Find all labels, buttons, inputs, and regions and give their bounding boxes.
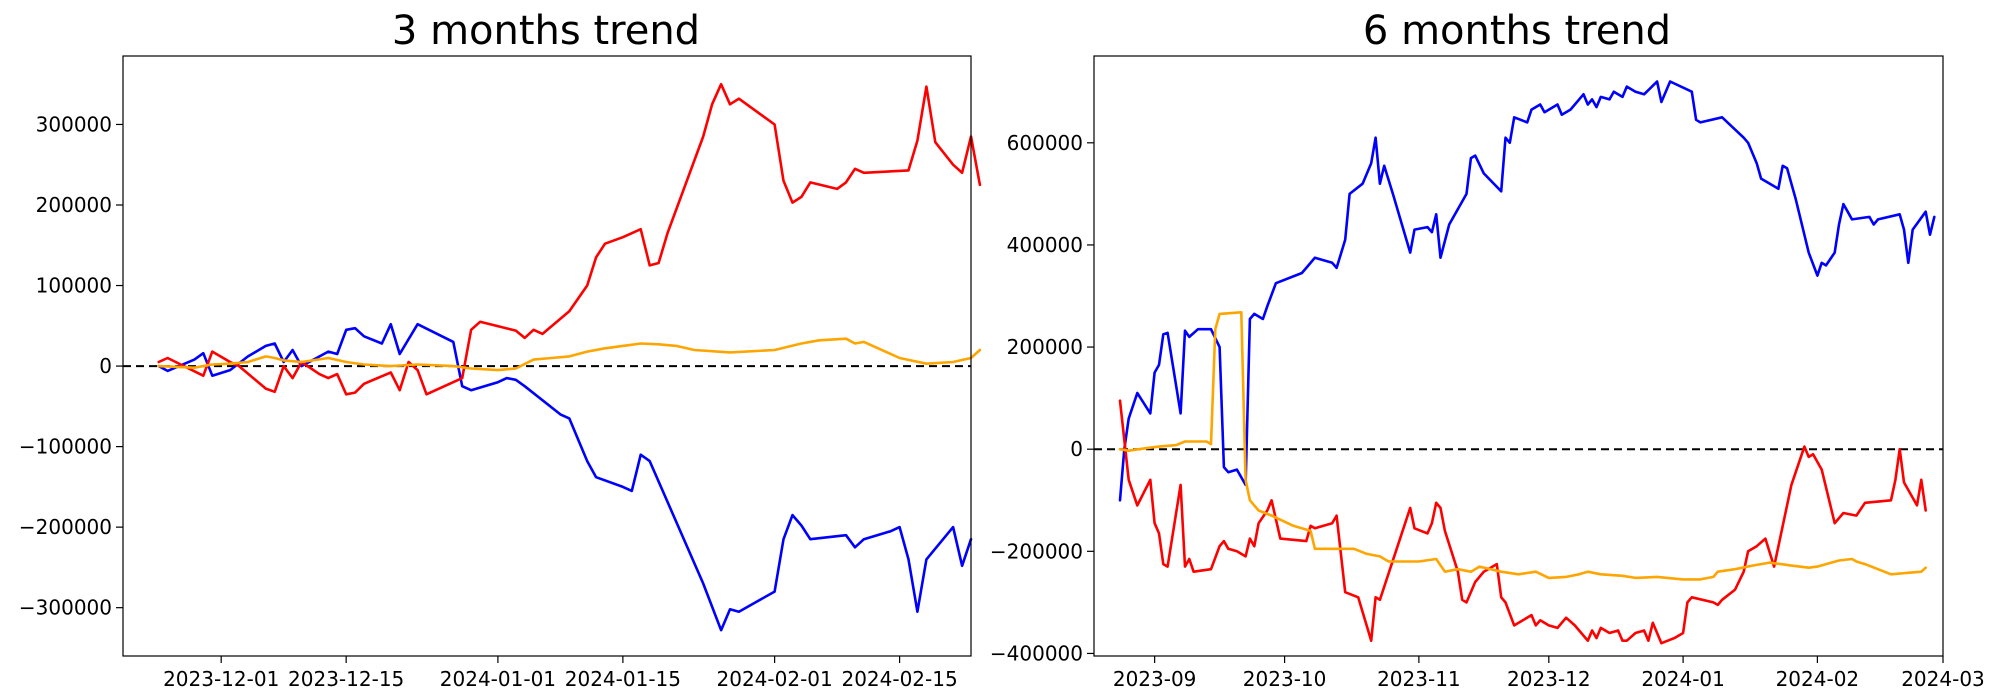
series-line-3 xyxy=(157,337,982,372)
x-tick-label: 2024-02 xyxy=(1776,667,1860,691)
series-line-2 xyxy=(1118,399,1927,645)
series-line-3 xyxy=(1118,310,1927,581)
x-tick-label: 2023-12-01 xyxy=(163,667,279,691)
x-tick-label: 2023-10 xyxy=(1243,667,1327,691)
y-tick-label: 200000 xyxy=(1007,335,1083,359)
y-tick-label: 0 xyxy=(1070,437,1083,461)
y-tick-label: −100000 xyxy=(19,435,112,459)
y-tick-label: 600000 xyxy=(1007,131,1083,155)
y-tick-label: 400000 xyxy=(1007,233,1083,257)
chart-6-months-marks xyxy=(1094,80,1943,645)
x-tick-label: 2024-03 xyxy=(1901,667,1985,691)
y-tick-label: −200000 xyxy=(19,515,112,539)
x-tick-label: 2024-01-01 xyxy=(440,667,556,691)
chart-title-6-months: 6 months trend xyxy=(1363,8,1671,54)
series-line-2 xyxy=(157,82,982,396)
chart-6-months-axes: −400000 −200000 0 200000 400000 600000 2023-09… xyxy=(990,131,1985,691)
chart-3-months-marks xyxy=(123,82,982,632)
y-tick-label: 300000 xyxy=(36,112,112,136)
chart-6-months: 6 months trend −400000 −200000 0 200000 4000… xyxy=(990,8,1985,691)
y-tick-label: 0 xyxy=(99,354,112,378)
series-line-1 xyxy=(1118,80,1936,502)
x-tick-label: 2023-12-15 xyxy=(288,667,404,691)
x-tick-label: 2024-01 xyxy=(1641,667,1725,691)
y-tick-label: 200000 xyxy=(36,193,112,217)
chart-3-months: 3 months trend −300000 −200000 −100000 0 100… xyxy=(19,8,982,691)
y-tick-label: −400000 xyxy=(990,641,1083,665)
x-tick-label: 2024-02-15 xyxy=(841,667,957,691)
chart-3-months-axes: −300000 −200000 −100000 0 100000 200000 300000… xyxy=(19,112,958,691)
x-tick-label: 2024-01-15 xyxy=(565,667,681,691)
x-tick-label: 2023-12 xyxy=(1507,667,1591,691)
x-tick-label: 2023-09 xyxy=(1113,667,1197,691)
x-tick-label: 2024-02-01 xyxy=(717,667,833,691)
chart-6-months-frame xyxy=(1093,55,1944,657)
y-tick-label: 100000 xyxy=(36,274,112,298)
series-line-1 xyxy=(157,322,973,632)
y-tick-label: −300000 xyxy=(19,596,112,620)
x-tick-label: 2023-11 xyxy=(1377,667,1461,691)
chart-3-months-frame xyxy=(122,55,972,657)
chart-title-3-months: 3 months trend xyxy=(392,8,700,54)
y-tick-label: −200000 xyxy=(990,539,1083,563)
